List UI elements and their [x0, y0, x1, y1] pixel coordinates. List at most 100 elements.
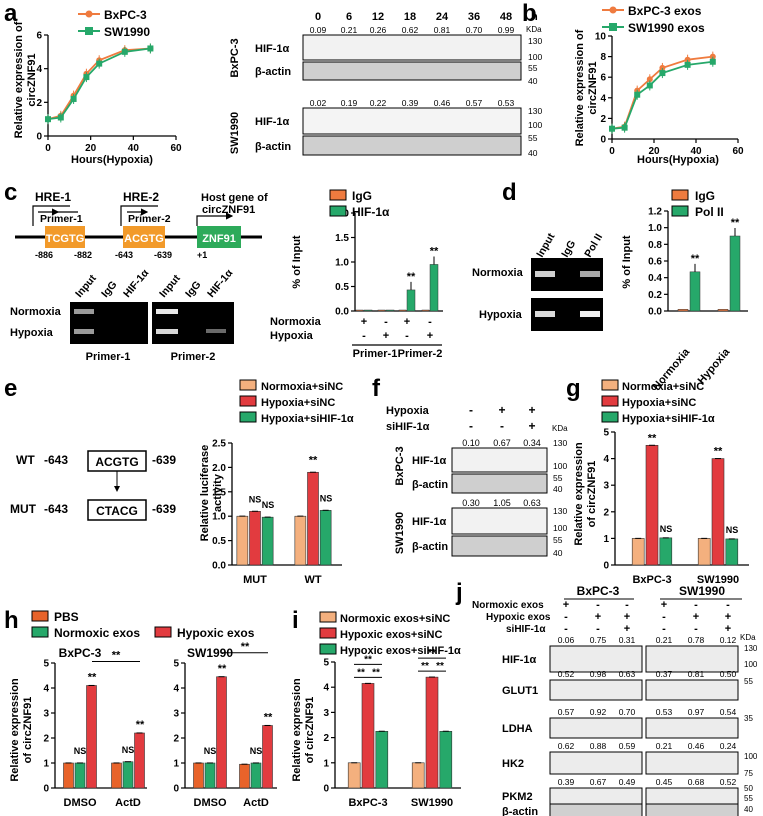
j-val-bx: 0.31 — [619, 635, 636, 645]
i-bar — [411, 762, 425, 789]
f-bx-cell: BxPC-3 — [394, 446, 406, 485]
a-point — [70, 95, 77, 102]
b-point — [684, 61, 691, 68]
c-cat-primer2: Primer-2 — [398, 348, 443, 360]
j-sign-bx: + — [563, 599, 569, 611]
c-ytick-label: 0.0 — [335, 307, 349, 318]
g-cat-label: SW1990 — [697, 574, 739, 586]
e-wt: WT — [16, 453, 35, 467]
e-ytick-label: 1.5 — [212, 487, 226, 498]
j-kda-label: 40 — [744, 805, 753, 814]
j-val-sw: 0.50 — [720, 669, 737, 679]
h1-ytick-label: 4 — [43, 684, 49, 695]
d-bar — [717, 309, 729, 312]
i-bar — [375, 730, 389, 789]
g-sig: NS — [726, 525, 739, 535]
h1-bar — [86, 685, 97, 789]
b-ytick-label: 2 — [600, 114, 606, 125]
i-sig: ** — [436, 661, 444, 672]
j-sign-bx: - — [564, 623, 568, 635]
e-sig: ** — [309, 454, 318, 466]
j-val-sw: 0.97 — [688, 707, 705, 717]
panel-j-label: j — [455, 579, 463, 606]
j-val-sw: 0.54 — [720, 707, 737, 717]
chart-d: 0.0 0.2 0.4 0.6 0.8 1.0 1.2 ** ** — [648, 207, 748, 318]
c-gel-primer1: Primer-1 — [86, 351, 131, 363]
g-bar — [711, 458, 725, 566]
c-pos-639: -639 — [154, 250, 172, 260]
j-val-sw: 0.46 — [688, 741, 705, 751]
a-bx-actin-label: β-actin — [255, 66, 291, 78]
a-bx-val-3: 0.62 — [402, 25, 419, 35]
h2-cat-label: DMSO — [194, 797, 227, 809]
c-bar — [355, 309, 364, 312]
j-val-bx: 0.98 — [590, 669, 607, 679]
i-legend: Normoxic exos+siNC Hypoxic exos+siNC Hyp… — [319, 611, 461, 657]
a-ytick-label: 0 — [36, 132, 42, 143]
h1-sig: ** — [88, 672, 97, 684]
h1-bar — [122, 761, 134, 789]
f-row-hypoxia: Hypoxia — [386, 405, 430, 417]
a-bx-val-6: 0.99 — [498, 25, 515, 35]
c-gel-col-igg2: IgG — [183, 279, 203, 300]
j-val-sw: 0.52 — [720, 777, 737, 787]
i-ytick-label: 4 — [323, 683, 329, 694]
a-sw-hif-band — [302, 107, 522, 135]
a-bx-hif-label: HIF-1α — [255, 43, 290, 55]
h-legend-2: Hypoxic exos — [177, 626, 255, 640]
d-legend-pol2: Pol II — [695, 205, 724, 219]
chart-h2: 0 1 2 3 4 5 NS ** NS ** ** DMSO ActD — [173, 641, 277, 809]
h2-ytick-label: 0 — [173, 784, 179, 795]
f-kda: KDa — [552, 424, 568, 433]
g-cat-label: BxPC-3 — [632, 574, 671, 586]
j-val-bx: 0.75 — [590, 635, 607, 645]
j-band-bx — [549, 717, 643, 739]
h1-ytick-label: 3 — [43, 709, 49, 720]
h2-ytick-label: 4 — [173, 684, 179, 695]
d-bar — [677, 309, 689, 312]
c-legend-hif: HIF-1α — [352, 205, 390, 219]
j-val-bx: 0.06 — [558, 635, 575, 645]
j-sign-bx: - — [596, 623, 600, 635]
g-sig: ** — [648, 432, 657, 444]
d-ytick-label: 0.8 — [648, 240, 662, 251]
d-bar — [729, 235, 741, 312]
i-bar — [439, 730, 453, 789]
j-val-sw: 0.37 — [656, 669, 673, 679]
chart-b: 0 2 4 6 8 10 0 20 40 60 — [595, 32, 744, 158]
j-val-bx: 0.62 — [558, 741, 575, 751]
h-legend-0: PBS — [54, 610, 79, 624]
j-protein-label: LDHA — [502, 723, 533, 735]
f-bx-val-1: 0.67 — [493, 438, 511, 448]
a-hour-6: 6 — [346, 11, 352, 23]
h-ylabel-2: of circZNF91 — [22, 697, 34, 764]
e-sig: NS — [249, 494, 262, 504]
j-val-bx: 0.49 — [619, 777, 636, 787]
h2-cat-label: ActD — [243, 797, 269, 809]
j-val-sw: 0.81 — [688, 669, 705, 679]
a-bx-cell: BxPC-3 — [229, 38, 241, 77]
j-val-sw: 0.78 — [688, 635, 705, 645]
g-ytick-label: 3 — [603, 481, 609, 492]
b-point — [684, 56, 691, 63]
h2-bar — [204, 762, 216, 789]
f-s1-0: - — [469, 403, 473, 417]
c-box3: ZNF91 — [202, 233, 236, 245]
e-bar — [294, 515, 307, 566]
d-sig: ** — [691, 253, 700, 265]
c-h-sign-0: - — [362, 330, 366, 342]
e-mut: MUT — [10, 502, 37, 516]
i-ytick-label: 1 — [323, 758, 329, 769]
f-s2-2: + — [528, 419, 535, 433]
e-bar — [319, 510, 332, 566]
i-legend-1: Hypoxic exos+siNC — [340, 629, 442, 641]
a-sw-val-3: 0.39 — [402, 98, 419, 108]
f-sw-val-1: 1.05 — [493, 498, 511, 508]
e-sig: NS — [320, 493, 333, 503]
h-title-bx: BxPC-3 — [59, 646, 102, 660]
a-kda: KDa — [526, 25, 542, 34]
a-sw-val-4: 0.46 — [434, 98, 451, 108]
a-ytick-label: 6 — [36, 31, 42, 42]
i-ylabel-1: Relative expression — [291, 678, 303, 782]
panel-a-label: a — [4, 0, 18, 27]
